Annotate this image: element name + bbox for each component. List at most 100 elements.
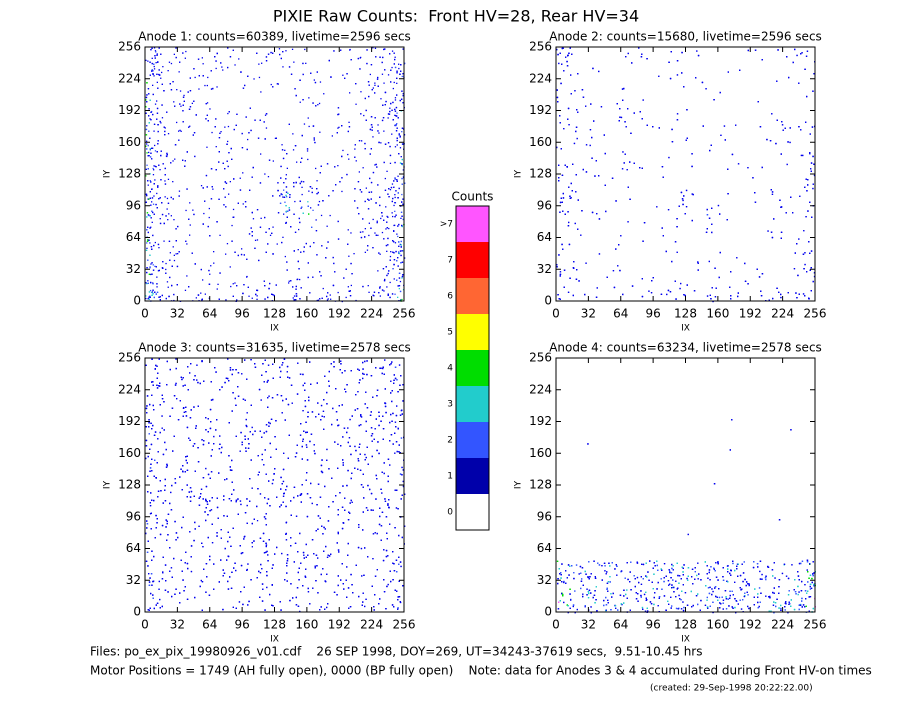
count-pixel <box>244 84 246 87</box>
count-pixel <box>389 145 391 148</box>
count-pixel <box>386 215 388 218</box>
count-pixel <box>756 268 758 270</box>
count-pixel <box>168 295 170 298</box>
count-pixel <box>372 136 374 138</box>
count-pixel <box>146 242 148 244</box>
y-tick-label: 224 <box>118 71 141 85</box>
count-pixel <box>288 207 290 209</box>
count-pixel <box>272 226 274 228</box>
x-tick-label: 192 <box>739 307 762 321</box>
count-pixel <box>279 53 281 56</box>
count-pixel <box>718 276 720 279</box>
count-pixel <box>361 140 363 142</box>
count-pixel <box>680 282 682 285</box>
count-pixel <box>570 182 572 185</box>
count-pixel <box>152 167 154 170</box>
count-pixel <box>164 196 166 198</box>
count-pixel <box>365 109 367 112</box>
count-pixel <box>206 114 208 116</box>
count-pixel <box>285 186 288 188</box>
count-pixel <box>220 131 222 133</box>
count-pixel <box>686 137 688 139</box>
count-pixel <box>363 114 365 117</box>
count-pixel <box>225 299 227 301</box>
count-pixel <box>345 296 347 299</box>
count-pixel <box>192 209 194 211</box>
count-pixel <box>402 48 404 50</box>
count-pixel <box>156 107 159 110</box>
count-pixel <box>152 234 154 237</box>
count-pixel <box>568 243 571 246</box>
count-pixel <box>232 49 234 51</box>
count-pixel <box>292 149 295 151</box>
count-pixel <box>242 87 245 89</box>
count-pixel <box>390 186 393 189</box>
count-pixel <box>682 199 684 202</box>
count-pixel <box>176 284 178 286</box>
count-pixel <box>294 145 297 147</box>
count-pixel <box>148 296 150 298</box>
count-pixel <box>367 245 369 247</box>
count-pixel <box>337 220 339 223</box>
count-pixel <box>575 191 577 193</box>
count-pixel <box>215 118 217 120</box>
count-pixel <box>775 142 777 145</box>
count-pixel <box>259 119 261 121</box>
count-pixel <box>575 278 578 280</box>
count-pixel <box>157 243 160 246</box>
count-pixel <box>193 68 195 70</box>
count-pixel <box>153 244 155 247</box>
count-pixel <box>158 198 160 200</box>
count-pixel <box>787 141 789 143</box>
count-pixel <box>231 240 233 242</box>
count-pixel <box>388 188 390 190</box>
count-pixel <box>561 174 564 176</box>
count-pixel <box>256 298 258 300</box>
count-pixel <box>156 54 158 56</box>
count-pixel <box>156 151 158 153</box>
count-pixel <box>802 293 805 295</box>
count-pixel <box>150 181 152 183</box>
count-pixel <box>676 60 679 62</box>
count-pixel <box>810 168 812 170</box>
count-pixel <box>145 193 148 195</box>
count-pixel <box>162 163 164 165</box>
y-tick-label: 192 <box>529 103 552 117</box>
count-pixel <box>297 260 299 263</box>
count-pixel <box>561 243 563 246</box>
count-pixel <box>228 193 230 195</box>
count-pixel <box>390 251 392 253</box>
count-pixel <box>737 292 739 294</box>
count-pixel <box>301 193 303 196</box>
count-pixel <box>618 244 620 246</box>
count-pixel <box>150 49 152 51</box>
count-pixel <box>364 236 366 238</box>
count-pixel <box>785 212 787 214</box>
count-pixel <box>676 218 678 220</box>
count-pixel <box>723 125 726 127</box>
count-pixel <box>305 62 307 64</box>
count-pixel <box>621 168 624 170</box>
count-pixel <box>277 182 279 184</box>
count-pixel <box>386 227 388 229</box>
count-pixel <box>339 181 341 183</box>
count-pixel <box>295 293 298 295</box>
count-pixel <box>381 73 384 75</box>
count-pixel <box>658 75 660 77</box>
count-pixel <box>379 204 381 207</box>
count-pixel <box>402 93 404 95</box>
count-pixel <box>364 200 366 203</box>
count-pixel <box>205 174 208 177</box>
count-pixel <box>145 96 148 99</box>
count-pixel <box>401 177 403 180</box>
count-pixel <box>146 140 148 142</box>
count-pixel <box>264 216 266 219</box>
count-pixel <box>329 214 331 217</box>
count-pixel <box>230 285 232 288</box>
count-pixel <box>169 252 171 254</box>
count-pixel <box>760 290 762 292</box>
count-pixel <box>302 73 304 76</box>
count-pixel <box>370 124 373 126</box>
count-pixel <box>208 207 210 210</box>
count-pixel <box>171 284 173 287</box>
